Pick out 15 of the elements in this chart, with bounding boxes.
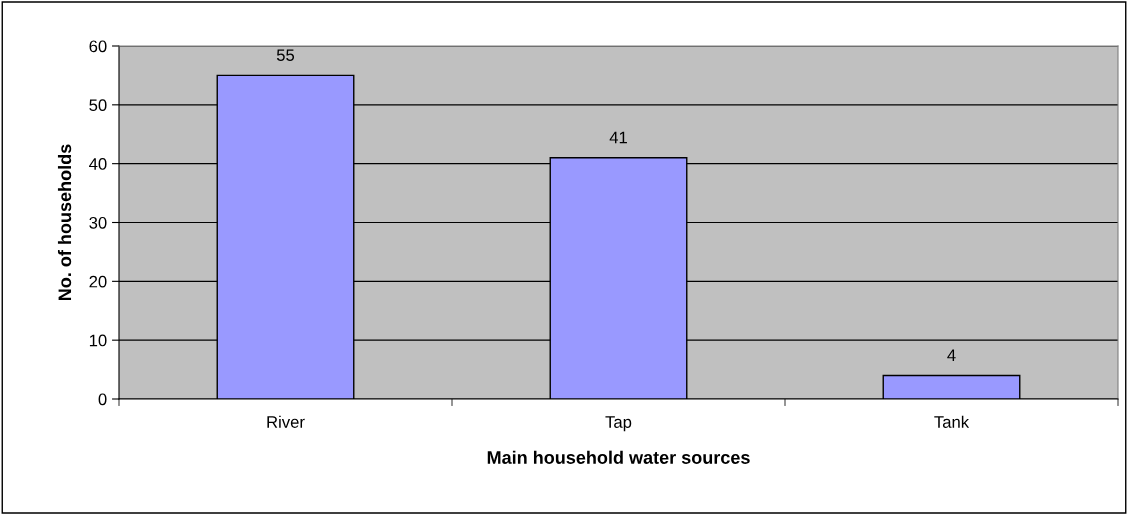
data-label: 55: [276, 49, 295, 62]
y-axis-title: No. of households: [57, 144, 72, 301]
y-tick-label: 50: [89, 99, 107, 112]
x-tick-label: Tank: [934, 415, 970, 428]
x-tick-label: Tap: [605, 416, 632, 432]
y-tick-label: 0: [98, 393, 107, 406]
x-axis-title: Main household water sources: [487, 450, 750, 464]
data-label: 41: [609, 131, 627, 144]
y-tick-label: 30: [89, 216, 107, 229]
y-tick-label: 20: [89, 275, 107, 288]
y-tick-label: 60: [89, 40, 107, 53]
x-tick-label: River: [267, 415, 305, 428]
y-tick-label: 10: [89, 334, 107, 347]
data-label: 4: [947, 349, 956, 361]
y-tick-label: 40: [89, 158, 107, 170]
